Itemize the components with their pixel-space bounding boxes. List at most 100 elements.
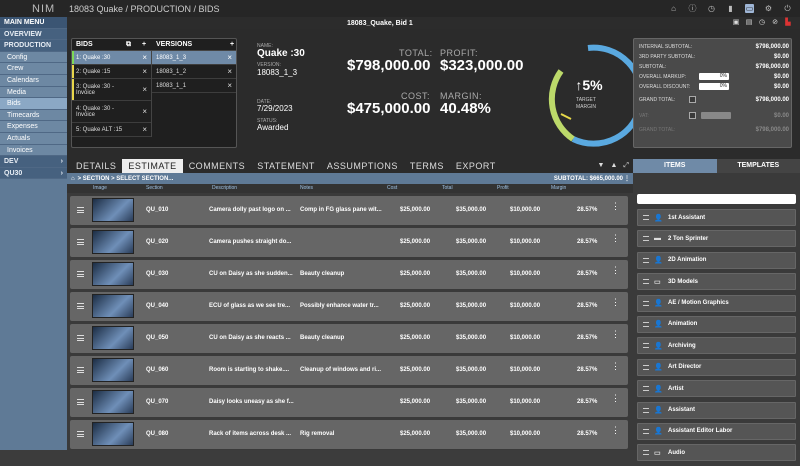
close-icon[interactable]: × <box>142 53 147 62</box>
info-icon[interactable]: ⓘ <box>688 4 697 13</box>
bookmark-icon[interactable]: ▮ <box>726 4 735 13</box>
kebab-menu-icon[interactable]: ⋮ <box>611 428 620 432</box>
item-entry[interactable]: 👤2D Animation <box>637 252 796 269</box>
col-margin[interactable]: Margin <box>551 185 566 191</box>
drag-handle-icon[interactable] <box>77 431 84 437</box>
tab-items[interactable]: ITEMS <box>633 159 717 173</box>
items-search-input[interactable] <box>637 194 796 204</box>
sidebar-production[interactable]: PRODUCTION <box>0 40 67 52</box>
sidebar-overview[interactable]: OVERVIEW <box>0 29 67 41</box>
sidebar-item-config[interactable]: Config <box>0 52 67 64</box>
power-icon[interactable]: ⏻ <box>783 4 792 13</box>
kebab-menu-icon[interactable]: ⋮ <box>611 364 620 368</box>
kebab-menu-icon[interactable]: ⋮ <box>611 332 620 336</box>
version-item[interactable]: 18083_1_1× <box>152 79 236 93</box>
expand-down-icon[interactable]: ▼ <box>598 162 605 170</box>
shot-thumbnail[interactable] <box>92 262 134 286</box>
drag-handle-icon[interactable] <box>643 450 649 455</box>
tab-comments[interactable]: COMMENTS <box>183 159 252 173</box>
item-entry[interactable]: ▬2 Ton Sprinter <box>637 230 796 247</box>
shot-thumbnail[interactable] <box>92 230 134 254</box>
discount-input[interactable]: 0% <box>699 83 729 90</box>
close-icon[interactable]: × <box>227 81 232 90</box>
sidebar-dev[interactable]: DEV› <box>0 156 67 168</box>
inbox-icon[interactable]: ▭ <box>745 4 754 13</box>
collapse-up-icon[interactable]: ▲ <box>610 162 617 170</box>
save-icon[interactable]: ▣ <box>732 19 740 27</box>
add-bid-button[interactable]: + <box>142 41 146 48</box>
item-entry[interactable]: 👤Assistant <box>637 402 796 419</box>
drag-handle-icon[interactable] <box>77 271 84 277</box>
sidebar-item-crew[interactable]: Crew <box>0 63 67 75</box>
drag-handle-icon[interactable] <box>77 367 84 373</box>
col-total[interactable]: Total <box>442 185 453 191</box>
drag-handle-icon[interactable] <box>643 322 649 327</box>
drag-handle-icon[interactable] <box>643 236 649 241</box>
tab-details[interactable]: DETAILS <box>70 159 122 173</box>
bid-item[interactable]: 4: Quake :30 - Invoice× <box>72 101 151 123</box>
item-entry[interactable]: 👤1st Assistant <box>637 209 796 226</box>
version-item[interactable]: 18083_1_3× <box>152 51 236 65</box>
home-icon[interactable]: ⌂ <box>71 176 75 182</box>
item-entry[interactable]: 👤AE / Motion Graphics <box>637 295 796 312</box>
drag-handle-icon[interactable] <box>77 239 84 245</box>
kebab-menu-icon[interactable]: ⋮ <box>611 268 620 272</box>
tab-assumptions[interactable]: ASSUMPTIONS <box>321 159 404 173</box>
sidebar-qu30[interactable]: QU30› <box>0 168 67 180</box>
close-icon[interactable]: × <box>142 85 147 94</box>
sidebar-item-invoices[interactable]: Invoices <box>0 145 67 157</box>
delete-icon[interactable]: ⊘ <box>771 19 779 27</box>
drag-handle-icon[interactable] <box>643 429 649 434</box>
kebab-menu-icon[interactable]: ⋮ <box>611 396 620 400</box>
fullscreen-icon[interactable]: ⤢ <box>623 162 629 170</box>
bid-item[interactable]: 3: Quake :30 - Invoice× <box>72 79 151 101</box>
shot-thumbnail[interactable] <box>92 198 134 222</box>
home-icon[interactable]: ⌂ <box>669 4 678 13</box>
close-icon[interactable]: × <box>142 125 147 134</box>
sidebar-item-timecards[interactable]: Timecards <box>0 110 67 122</box>
item-entry[interactable]: ▭3D Models <box>637 273 796 290</box>
close-icon[interactable]: × <box>227 53 232 62</box>
close-icon[interactable]: × <box>227 67 232 76</box>
shot-thumbnail[interactable] <box>92 358 134 382</box>
drag-handle-icon[interactable] <box>643 301 649 306</box>
bid-item[interactable]: 5: Quake ALT :15× <box>72 123 151 137</box>
item-entry[interactable]: 👤Animation <box>637 316 796 333</box>
section-path[interactable]: > SECTION > SELECT SECTION... <box>78 176 174 182</box>
drag-handle-icon[interactable] <box>643 279 649 284</box>
history-icon[interactable]: ◷ <box>758 19 766 27</box>
item-entry[interactable]: 👤Assistant Editor Labor <box>637 423 796 440</box>
item-entry[interactable]: 👤Archiving <box>637 337 796 354</box>
tab-templates[interactable]: TEMPLATES <box>717 159 800 173</box>
kebab-menu-icon[interactable]: ⋮ <box>611 236 620 240</box>
item-entry[interactable]: 👤Artist <box>637 380 796 397</box>
close-icon[interactable]: × <box>142 107 147 116</box>
col-description[interactable]: Description <box>212 185 237 191</box>
vat-input[interactable] <box>701 112 731 119</box>
drag-handle-icon[interactable] <box>643 258 649 263</box>
sidebar-main-menu[interactable]: MAIN MENU <box>0 17 67 29</box>
col-profit[interactable]: Profit <box>497 185 509 191</box>
document-icon[interactable]: ▤ <box>745 19 753 27</box>
add-version-button[interactable]: + <box>230 41 234 48</box>
item-entry[interactable]: 👤Art Director <box>637 359 796 376</box>
col-notes[interactable]: Notes <box>300 185 313 191</box>
clock-icon[interactable]: ◷ <box>707 4 716 13</box>
col-image[interactable]: Image <box>93 185 107 191</box>
drag-handle-icon[interactable] <box>77 303 84 309</box>
drag-handle-icon[interactable] <box>77 207 84 213</box>
drag-handle-icon[interactable] <box>643 365 649 370</box>
kebab-menu-icon[interactable]: ⋮ <box>611 300 620 304</box>
vat-checkbox[interactable] <box>689 112 696 119</box>
markup-input[interactable]: 0% <box>699 73 729 80</box>
gear-icon[interactable]: ⚙ <box>764 4 773 13</box>
tab-estimate[interactable]: ESTIMATE <box>122 159 182 173</box>
kebab-menu-icon[interactable]: ⋮ <box>624 175 630 182</box>
sidebar-item-bids[interactable]: Bids <box>0 98 67 110</box>
tab-export[interactable]: EXPORT <box>450 159 502 173</box>
copy-icon[interactable]: ⧉ <box>126 41 131 49</box>
